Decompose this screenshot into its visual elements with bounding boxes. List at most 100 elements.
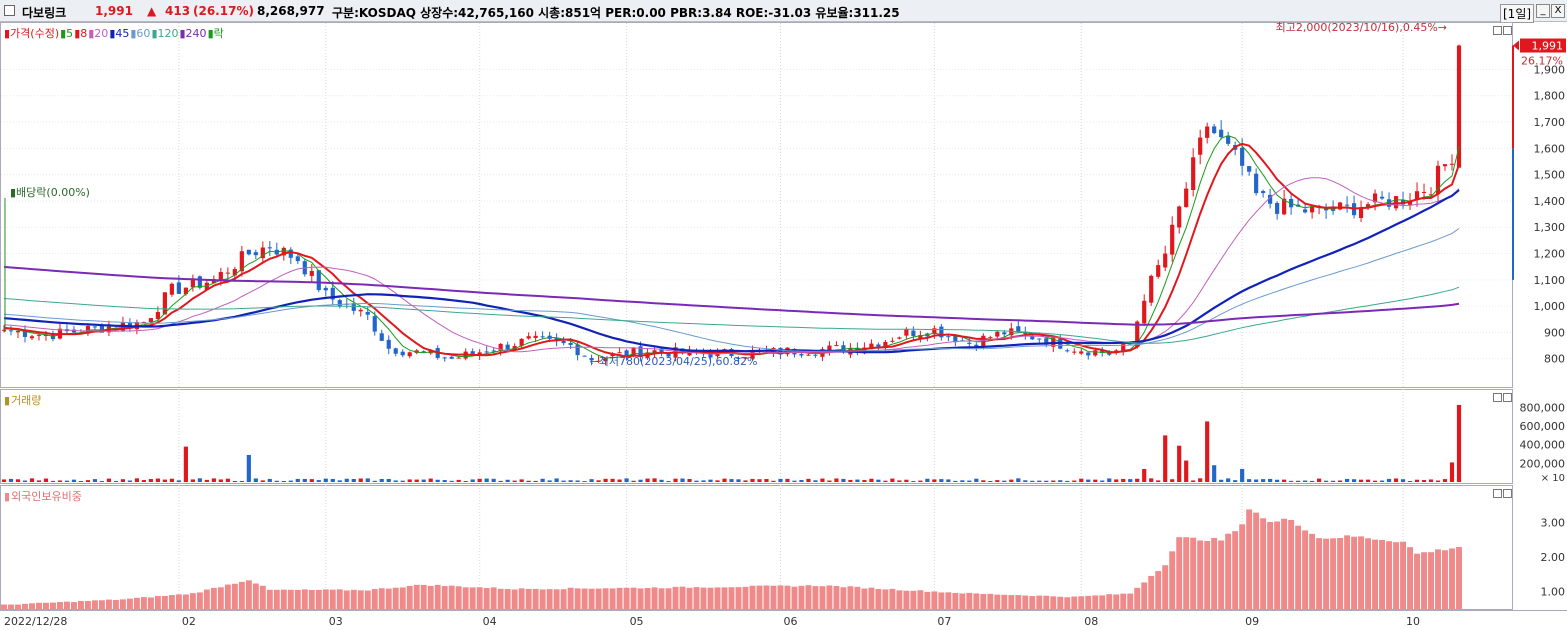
foreign-ratio-bar bbox=[910, 590, 917, 609]
foreign-panel-max-button[interactable] bbox=[1493, 489, 1502, 498]
price-panel-close-button[interactable] bbox=[1503, 26, 1512, 35]
volume-bar bbox=[414, 479, 419, 482]
foreign-ratio-bar bbox=[1183, 537, 1190, 609]
x-tick-label: 2022/12/28 bbox=[4, 615, 67, 628]
candle-body bbox=[1044, 338, 1049, 345]
candle-body bbox=[638, 346, 643, 358]
foreign-ratio-bar bbox=[917, 590, 924, 609]
candle-body bbox=[358, 309, 363, 312]
candle-body bbox=[1282, 198, 1287, 215]
select-checkbox[interactable] bbox=[4, 5, 15, 16]
minimize-button[interactable]: _ bbox=[1536, 4, 1550, 18]
volume-bar bbox=[197, 478, 202, 482]
candle-body bbox=[554, 337, 559, 342]
foreign-ratio-bar bbox=[1008, 595, 1015, 609]
volume-legend: ▮거래량 bbox=[4, 394, 42, 407]
candle-body bbox=[190, 278, 195, 288]
volume-bar bbox=[281, 481, 286, 482]
foreign-ratio-bar bbox=[651, 587, 658, 609]
candle-body bbox=[1324, 207, 1329, 211]
volume-panel-close-button[interactable] bbox=[1503, 393, 1512, 402]
foreign-ratio-bar bbox=[1449, 548, 1455, 609]
foreign-ratio-bar bbox=[504, 588, 511, 609]
foreign-ratio-bar bbox=[147, 597, 154, 609]
x-tick-label: 02 bbox=[182, 615, 196, 628]
candle-body bbox=[218, 272, 223, 281]
legend-item: ▮120 bbox=[151, 27, 179, 40]
candle-body bbox=[15, 330, 21, 333]
foreign-ratio-bar bbox=[1169, 551, 1176, 609]
volume-bar bbox=[1337, 480, 1343, 482]
foreign-ratio-bar bbox=[364, 590, 371, 609]
candle-body bbox=[841, 345, 846, 353]
foreign-legend: ▮외국인보유비중 bbox=[4, 490, 82, 503]
price-tick-label: 1,700 bbox=[1534, 116, 1566, 129]
volume-panel-max-button[interactable] bbox=[1493, 393, 1502, 402]
volume-bar bbox=[659, 479, 664, 482]
foreign-ratio-bar bbox=[126, 598, 133, 609]
foreign-ratio-bar bbox=[791, 586, 798, 609]
foreign-ratio-bar bbox=[742, 586, 749, 609]
volume-bar bbox=[1170, 479, 1175, 482]
current-price-tag: 1,991 bbox=[1532, 40, 1564, 53]
foreign-ratio-bar bbox=[406, 585, 413, 609]
x-tick-label: 04 bbox=[483, 615, 497, 628]
candle-body bbox=[1086, 352, 1091, 356]
legend-item: ▮5 bbox=[60, 27, 74, 40]
foreign-ratio-bar bbox=[63, 601, 70, 609]
foreign-ratio-bar bbox=[735, 587, 742, 609]
ma-line-240 bbox=[3, 265, 1460, 326]
candle-body bbox=[1, 329, 7, 331]
foreign-ratio-bar bbox=[1050, 596, 1057, 609]
volume-bar bbox=[561, 480, 566, 482]
close-button[interactable]: X bbox=[1551, 4, 1565, 18]
volume-bar bbox=[365, 478, 370, 482]
volume-tick-label: 400,000 bbox=[1520, 439, 1566, 452]
foreign-ratio-bar bbox=[1442, 550, 1448, 609]
foreign-ratio-bar bbox=[8, 604, 14, 609]
candle-body bbox=[743, 357, 748, 359]
foreign-panel-close-button[interactable] bbox=[1503, 489, 1512, 498]
x-tick-label: 05 bbox=[630, 615, 644, 628]
candle-body bbox=[1177, 206, 1182, 228]
candle-body bbox=[1435, 165, 1441, 195]
stock-name: 다보링크 bbox=[22, 6, 67, 20]
volume-bar bbox=[1393, 478, 1399, 482]
foreign-ratio-bar bbox=[448, 585, 455, 609]
foreign-ratio-bar bbox=[553, 589, 560, 609]
foreign-ratio-bar bbox=[1036, 595, 1043, 609]
foreign-ratio-bar bbox=[756, 585, 763, 609]
candle-body bbox=[659, 348, 664, 353]
candle-body bbox=[1023, 331, 1028, 334]
volume-bar bbox=[736, 479, 741, 482]
candle-body bbox=[155, 312, 160, 319]
foreign-ratio-bar bbox=[616, 587, 623, 609]
volume-bar bbox=[36, 480, 42, 482]
candle-body bbox=[421, 351, 426, 353]
volume-tick-label: 600,000 bbox=[1520, 420, 1566, 433]
candle-body bbox=[799, 354, 804, 356]
price-tick-label: 800 bbox=[1544, 353, 1565, 366]
candle-body bbox=[617, 352, 622, 354]
foreign-ratio-bar bbox=[1043, 595, 1050, 609]
volume-bar bbox=[995, 480, 1000, 482]
volume-bar bbox=[1086, 479, 1091, 482]
volume-bar bbox=[1379, 480, 1385, 482]
price-panel-max-button[interactable] bbox=[1493, 26, 1502, 35]
volume-bar bbox=[1205, 421, 1210, 482]
volume-bar bbox=[1149, 478, 1154, 482]
volume-bar bbox=[1058, 480, 1063, 482]
candle-body bbox=[407, 352, 412, 357]
low-annotation: ←최저780(2023/04/25),60.82% bbox=[590, 355, 758, 368]
legend-item: ▮60 bbox=[130, 27, 151, 40]
candle-body bbox=[631, 347, 636, 357]
volume-bar bbox=[540, 478, 545, 482]
candle-body bbox=[589, 357, 594, 361]
candle-body bbox=[1121, 343, 1126, 353]
candle-body bbox=[1428, 194, 1434, 196]
period-button[interactable]: [1일] bbox=[1500, 4, 1535, 23]
volume-bar bbox=[386, 478, 391, 482]
candle-body bbox=[477, 352, 482, 356]
candle-body bbox=[162, 292, 167, 315]
candle-body bbox=[946, 336, 951, 338]
